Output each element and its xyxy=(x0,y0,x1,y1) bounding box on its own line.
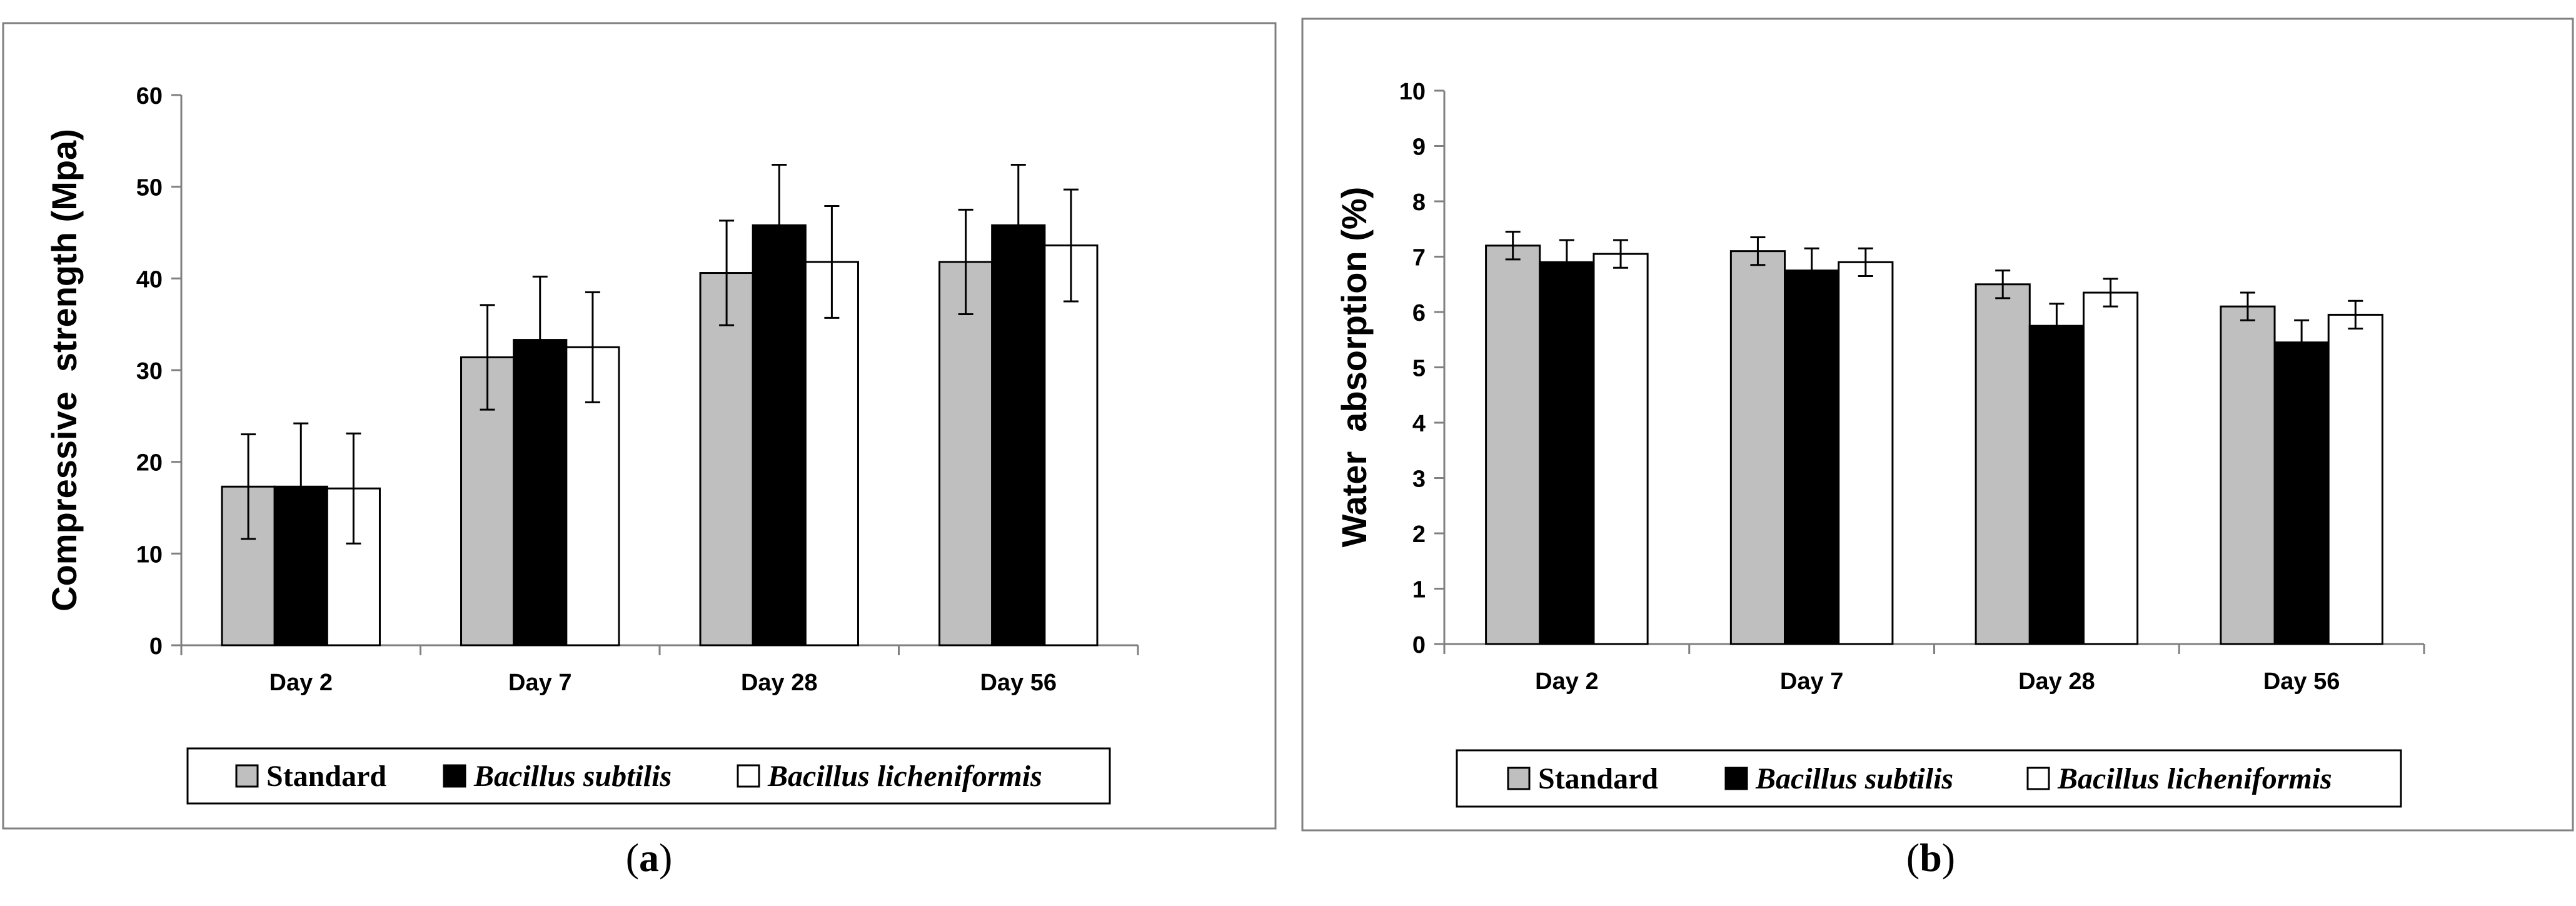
chart-a-legend-swatch-bacillus-subtilis xyxy=(443,764,466,788)
chart-a-ytick-label: 50 xyxy=(136,175,163,201)
chart-b-category-label: Day 2 xyxy=(1535,668,1598,695)
chart-b-bar-bacillus-licheniformis xyxy=(2327,313,2383,645)
chart-b-bar-bacillus-subtilis xyxy=(1784,269,1840,645)
chart-b-legend-label-bacillus-subtilis: Bacillus subtilis xyxy=(1755,762,1953,795)
chart-b-bar-bacillus-licheniformis xyxy=(1592,253,1649,645)
chart-a-legend-label-bacillus-subtilis: Bacillus subtilis xyxy=(473,760,672,793)
chart-a-ylabel: Compressive strength (Mpa) xyxy=(44,129,84,612)
chart-b-ylabel: Water absorption (%) xyxy=(1334,187,1374,548)
chart-b-ytick-label: 6 xyxy=(1412,300,1426,326)
chart-a-legend-swatch-bacillus-licheniformis xyxy=(737,764,760,788)
chart-b-bar-bacillus-subtilis xyxy=(1539,261,1595,645)
chart-b-legend-label-standard: Standard xyxy=(1538,762,1658,795)
chart-b-legend-swatch-standard xyxy=(1507,767,1531,790)
caption-b-letter: b xyxy=(1919,835,1942,880)
chart-a-ytick-label: 20 xyxy=(136,450,163,476)
chart-a-category-label: Day 7 xyxy=(508,670,571,696)
chart-a-bar-bacillus-licheniformis xyxy=(804,261,859,647)
chart-a-ytick-label: 0 xyxy=(149,633,163,660)
caption-a: (a) xyxy=(625,835,673,880)
caption-a-letter: a xyxy=(639,835,659,880)
chart-b-legend-swatch-bacillus-subtilis xyxy=(1724,767,1748,790)
chart-b-bar-standard xyxy=(1729,250,1786,645)
chart-a-category-label: Day 28 xyxy=(741,670,818,696)
chart-a-ytick-label: 30 xyxy=(136,358,163,385)
chart-a-legend-label-bacillus-licheniformis: Bacillus licheniformis xyxy=(767,760,1042,793)
caption-b: (b) xyxy=(1906,835,1956,880)
chart-a-ytick-label: 60 xyxy=(136,83,163,109)
chart-b-bar-bacillus-licheniformis xyxy=(1838,261,1894,645)
chart-b-ytick-label: 4 xyxy=(1412,411,1426,437)
chart-a: 0 10 20 30 40 50 60 Day 2 Day 7 Day 28 Day 56 Compr… xyxy=(44,83,1139,805)
chart-b-ytick-label: 5 xyxy=(1412,356,1426,382)
chart-b-ytick-label: 3 xyxy=(1412,466,1426,493)
chart-b: 0 1 2 3 4 5 6 7 8 9 10 Day 2 Day 7 Day 28 Day 56 Water … xyxy=(1334,79,2425,808)
chart-b-category-label: Day 28 xyxy=(2018,668,2095,695)
chart-b-ytick-label: 9 xyxy=(1412,134,1426,161)
chart-b-ytick-label: 7 xyxy=(1412,245,1426,271)
chart-b-bar-standard xyxy=(1975,283,2031,645)
chart-b-bar-standard xyxy=(2220,305,2276,645)
chart-b-category-label: Day 7 xyxy=(1780,668,1843,695)
chart-b-category-label: Day 56 xyxy=(2263,668,2340,695)
chart-b-ytick-label: 8 xyxy=(1412,189,1426,216)
chart-b-bar-standard xyxy=(1485,244,1541,645)
chart-b-legend xyxy=(1456,749,2402,808)
chart-a-bar-bacillus-subtilis xyxy=(991,224,1046,647)
chart-a-bar-bacillus-subtilis xyxy=(752,224,807,647)
chart-a-legend-label-standard: Standard xyxy=(266,760,386,793)
chart-b-ytick-label: 10 xyxy=(1399,79,1426,105)
chart-b-legend-label-bacillus-licheniformis: Bacillus licheniformis xyxy=(2057,762,2332,795)
chart-b-ytick-label: 2 xyxy=(1412,521,1426,548)
chart-a-legend-swatch-standard xyxy=(235,764,259,788)
chart-b-ytick-label: 0 xyxy=(1412,632,1426,658)
chart-a-category-label: Day 2 xyxy=(269,670,333,696)
chart-b-ytick-label: 1 xyxy=(1412,577,1426,603)
chart-a-ytick-label: 40 xyxy=(136,266,163,293)
chart-a-bar-standard xyxy=(699,272,754,647)
chart-b-bar-bacillus-licheniformis xyxy=(2082,291,2139,645)
chart-b-bar-bacillus-subtilis xyxy=(2273,341,2330,645)
chart-a-legend xyxy=(186,747,1111,805)
chart-a-bar-standard xyxy=(938,261,994,647)
chart-a-ytick-label: 10 xyxy=(136,541,163,568)
chart-b-bar-bacillus-subtilis xyxy=(2028,325,2085,645)
chart-a-bar-bacillus-licheniformis xyxy=(1044,244,1099,647)
chart-b-legend-swatch-bacillus-licheniformis xyxy=(2026,767,2050,790)
chart-a-category-label: Day 56 xyxy=(980,670,1057,696)
